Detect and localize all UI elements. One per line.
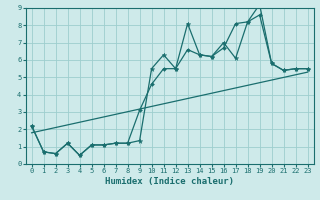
X-axis label: Humidex (Indice chaleur): Humidex (Indice chaleur)	[105, 177, 234, 186]
